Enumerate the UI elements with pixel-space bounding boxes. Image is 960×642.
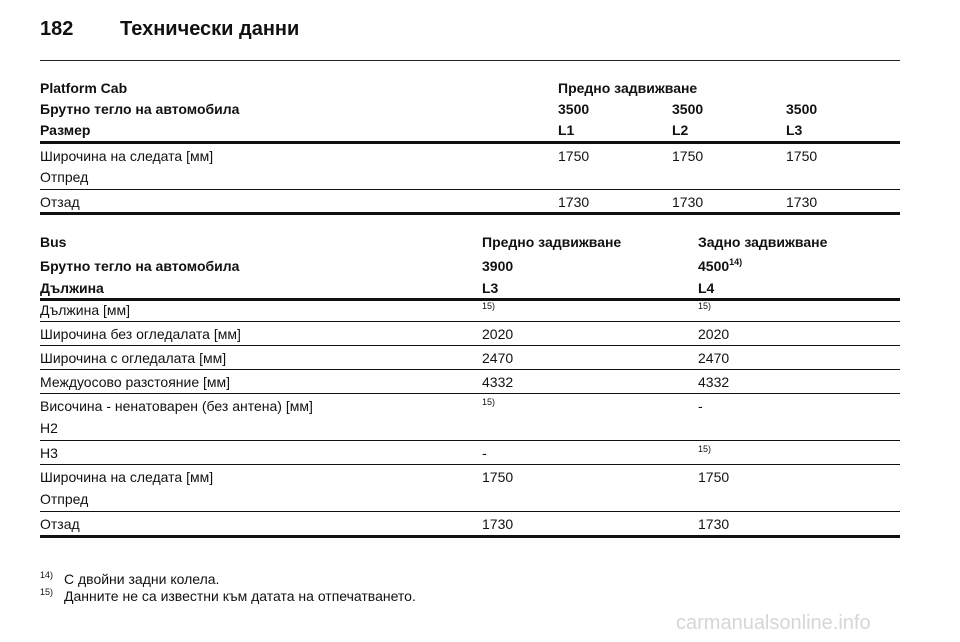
- row-divider: [40, 345, 900, 346]
- table-cell: 2470: [482, 350, 514, 366]
- table1-drive-header: Предно задвижване: [558, 80, 698, 96]
- footnote-text: Данните не са известни към датата на отп…: [64, 588, 416, 604]
- table-cell: 1750: [558, 148, 590, 164]
- table2-length-label: Дължина: [40, 280, 104, 296]
- table1-bottom-rule: [40, 212, 900, 215]
- table-row-label: Височина - ненатоварен (без антена) [мм]: [40, 398, 313, 414]
- table-cell: 1730: [698, 516, 730, 532]
- table-row-label: Широчина с огледалата [мм]: [40, 350, 227, 366]
- table-cell: -: [482, 445, 487, 461]
- table2-header-rule: [40, 298, 900, 301]
- table-row-label: Отзад: [40, 516, 80, 532]
- table-cell: 4332: [482, 374, 514, 390]
- table-cell: 2020: [482, 326, 514, 342]
- footnote-ref: 15): [698, 444, 712, 454]
- table-row-label: Дължина [мм]: [40, 302, 131, 318]
- row-divider: [40, 189, 900, 190]
- table1-weight-label: Брутно тегло на автомобила: [40, 101, 240, 117]
- footnote-mark: 15): [40, 587, 54, 597]
- row-divider: [40, 321, 900, 322]
- page-header: 182 Технически данни: [40, 14, 900, 50]
- table-row-sublabel: Отпред: [40, 169, 89, 185]
- table1-size-l2: L2: [672, 122, 689, 138]
- footnote-ref: 15): [482, 397, 496, 407]
- table-cell: 1750: [786, 148, 818, 164]
- table-row-label: Широчина на следата [мм]: [40, 469, 214, 485]
- table1-size-l3: L3: [786, 122, 803, 138]
- table-row-label: Отзад: [40, 194, 80, 210]
- table-cell: 4332: [698, 374, 730, 390]
- table1-weight-l1: 3500: [558, 101, 590, 117]
- watermark: carmanualsonline.info: [676, 612, 871, 634]
- row-divider: [40, 511, 900, 512]
- table2-front-drive-header: Предно задвижване: [482, 234, 622, 250]
- table1-size-label: Размер: [40, 122, 91, 138]
- table-cell: 1730: [558, 194, 590, 210]
- table1-header-rule: [40, 141, 900, 144]
- table-row-label: Широчина на следата [мм]: [40, 148, 214, 164]
- table-cell: 2470: [698, 350, 730, 366]
- table-row-label: H3: [40, 445, 58, 461]
- table1-size-l1: L1: [558, 122, 575, 138]
- row-divider: [40, 440, 900, 441]
- table-cell: 2020: [698, 326, 730, 342]
- table-cell: 1730: [786, 194, 818, 210]
- table-cell: 1750: [482, 469, 514, 485]
- row-divider: [40, 369, 900, 370]
- table2-weight-rear: 450014): [698, 257, 743, 274]
- table-cell: -: [698, 398, 703, 414]
- table2-bottom-rule: [40, 535, 900, 538]
- header-divider: [40, 60, 900, 61]
- table-row-sublabel: H2: [40, 420, 58, 436]
- table1-weight-l3: 3500: [786, 101, 818, 117]
- page-title: Технически данни: [120, 18, 300, 40]
- table-cell: 1730: [482, 516, 514, 532]
- table2-weight-label: Брутно тегло на автомобила: [40, 258, 240, 274]
- table-row-label: Широчина без огледалата [мм]: [40, 326, 241, 342]
- table2-title: Bus: [40, 234, 67, 250]
- table1-weight-l2: 3500: [672, 101, 704, 117]
- footnote-mark: 14): [40, 570, 54, 580]
- row-divider: [40, 393, 900, 394]
- table2-weight-front: 3900: [482, 258, 514, 274]
- table-row-sublabel: Отпред: [40, 491, 89, 507]
- table2-rear-drive-header: Задно задвижване: [698, 234, 828, 250]
- table-cell: 1750: [698, 469, 730, 485]
- footnote-ref: 15): [482, 301, 496, 311]
- table2-length-front: L3: [482, 280, 499, 296]
- table1-title: Platform Cab: [40, 80, 128, 96]
- row-divider: [40, 464, 900, 465]
- table-cell: 1730: [672, 194, 704, 210]
- footnote-ref: 15): [698, 301, 712, 311]
- footnote-ref: 14): [729, 257, 743, 267]
- footnote-text: С двойни задни колела.: [64, 571, 220, 587]
- table-cell: 1750: [672, 148, 704, 164]
- table-row-label: Междуосово разстояние [мм]: [40, 374, 231, 390]
- table2-length-rear: L4: [698, 280, 715, 296]
- page-number: 182: [40, 18, 74, 40]
